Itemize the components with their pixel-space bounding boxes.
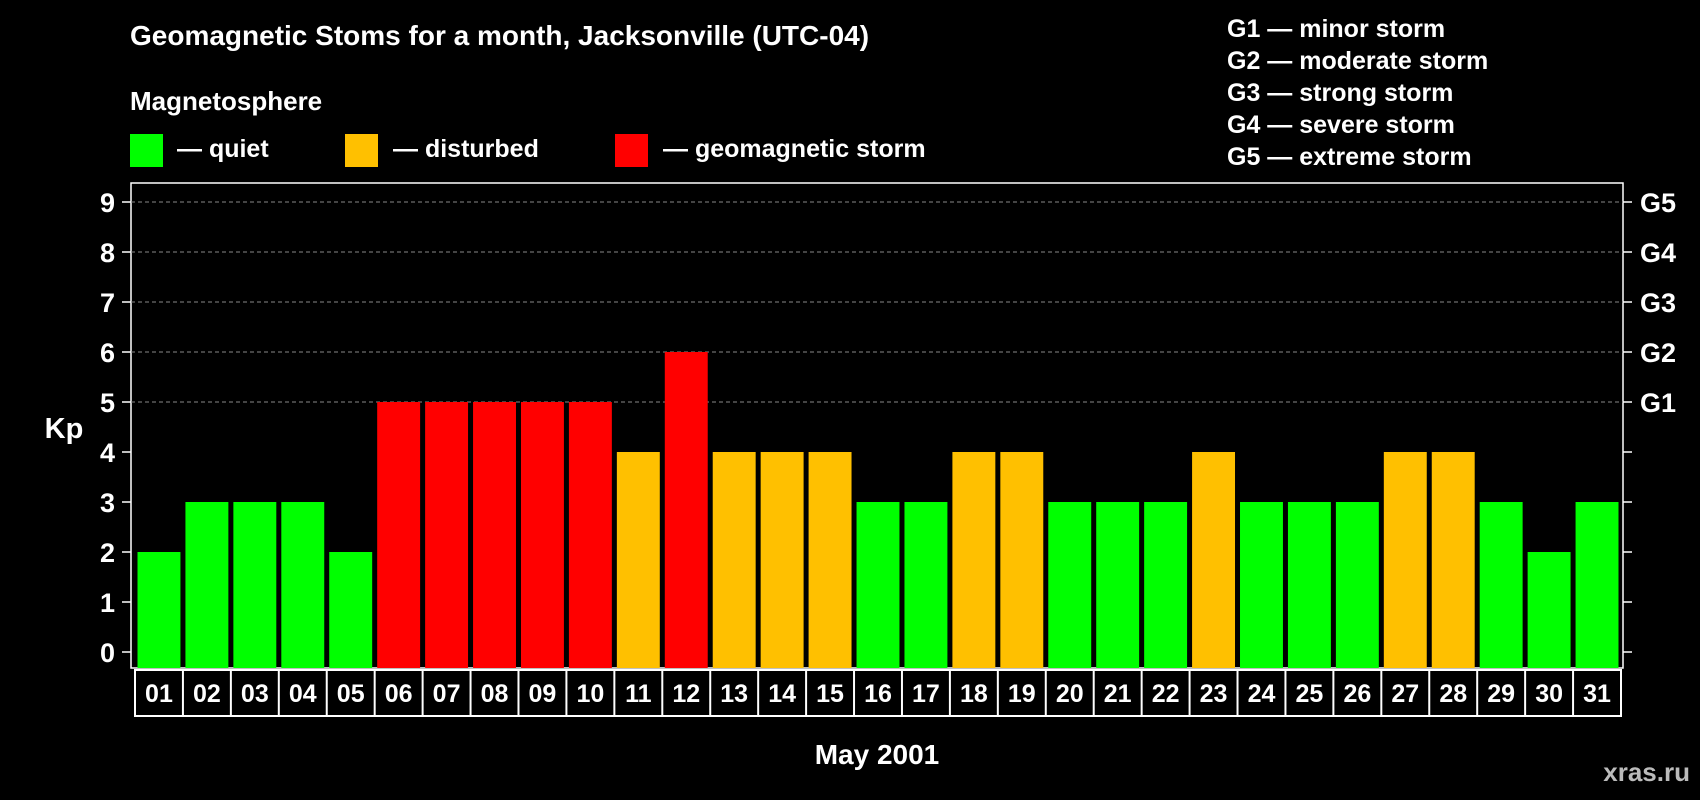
x-tick-label-10: 10 [576,680,604,708]
x-tick-label-02: 02 [193,680,221,708]
x-tick-label-25: 25 [1296,680,1324,708]
x-tick-label-18: 18 [960,680,988,708]
y-tick-label-7: 7 [100,288,115,318]
x-tick-label-13: 13 [720,680,748,708]
x-tick-label-15: 15 [816,680,844,708]
x-tick-label-29: 29 [1487,680,1515,708]
y-tick-label-4: 4 [100,438,115,468]
bar-06 [377,402,421,668]
x-tick-label-27: 27 [1391,680,1419,708]
bar-12 [664,352,708,668]
bar-15 [808,452,852,668]
bar-03 [233,502,277,668]
y-tick-label-5: 5 [100,388,115,418]
legend-label-storm: — geomagnetic storm [663,135,926,163]
right-axis-label-g4: G4 [1640,238,1676,268]
bar-01 [137,552,181,668]
bar-22 [1144,502,1188,668]
bar-08 [473,402,516,668]
x-tick-label-22: 22 [1152,680,1180,708]
bar-04 [281,502,325,668]
g-legend-g4: G4 — severe storm [1227,111,1455,139]
x-tick-label-03: 03 [241,680,269,708]
bar-14 [760,452,804,668]
x-tick-label-31: 31 [1583,680,1611,708]
x-tick-label-06: 06 [385,680,413,708]
legend-label-disturbed: — disturbed [393,135,539,163]
x-tick-label-20: 20 [1056,680,1084,708]
magnetosphere-title: Magnetosphere [130,86,323,116]
bar-02 [185,502,229,668]
legend-label-quiet: — quiet [177,135,269,163]
g-legend-g3: G3 — strong storm [1227,79,1454,107]
x-tick-label-07: 07 [433,680,461,708]
bar-16 [856,502,900,668]
chart-title: Geomagnetic Stoms for a month, Jacksonvi… [130,20,870,51]
bar-09 [520,402,564,668]
y-tick-label-0: 0 [100,638,115,668]
right-axis-label-g3: G3 [1640,288,1676,318]
x-tick-label-17: 17 [912,680,940,708]
x-tick-label-26: 26 [1343,680,1371,708]
g-legend-g1: G1 — minor storm [1227,15,1446,43]
x-axis-label: May 2001 [815,739,940,770]
x-tick-label-19: 19 [1008,680,1036,708]
x-tick-label-05: 05 [337,680,365,708]
x-tick-label-11: 11 [625,680,652,708]
y-tick-label-2: 2 [100,538,115,568]
x-tick-label-04: 04 [289,680,317,708]
y-axis-label: Kp [45,413,84,445]
bar-29 [1479,502,1523,668]
bar-21 [1096,502,1140,668]
x-tick-label-28: 28 [1439,680,1467,708]
bar-10 [568,402,612,668]
watermark: xras.ru [1603,757,1690,787]
bar-25 [1287,502,1331,668]
bar-30 [1527,552,1571,668]
bar-19 [1000,452,1044,668]
bar-18 [952,452,996,668]
right-axis-label-g2: G2 [1640,338,1676,368]
bar-11 [616,452,660,668]
bar-23 [1192,452,1236,668]
legend-swatch-disturbed [345,134,378,167]
x-category-row [134,669,1622,717]
bar-13 [712,452,756,668]
bar-28 [1431,452,1475,668]
g-legend-g5: G5 — extreme storm [1227,143,1472,171]
y-tick-label-8: 8 [100,238,115,268]
right-axis-label-g1: G1 [1640,388,1676,418]
y-tick-label-9: 9 [100,188,115,218]
x-tick-label-16: 16 [864,680,892,708]
bar-20 [1048,502,1092,668]
bar-27 [1383,452,1427,668]
legend-swatch-quiet [130,134,163,167]
x-tick-label-30: 30 [1535,680,1563,708]
x-tick-label-12: 12 [672,680,700,708]
right-axis-label-g5: G5 [1640,188,1676,218]
x-tick-label-09: 09 [529,680,557,708]
y-tick-label-3: 3 [100,488,115,518]
bar-31 [1575,502,1619,668]
x-tick-label-14: 14 [768,680,796,708]
bar-07 [425,402,469,668]
x-tick-label-01: 01 [145,680,173,708]
bar-26 [1335,502,1379,668]
x-tick-label-08: 08 [481,680,509,708]
g-legend-g2: G2 — moderate storm [1227,47,1489,75]
x-tick-label-24: 24 [1248,680,1276,708]
x-tick-label-23: 23 [1200,680,1228,708]
bar-05 [329,552,373,668]
bar-24 [1240,502,1283,668]
y-tick-label-1: 1 [100,588,115,618]
legend-swatch-storm [615,134,648,167]
y-tick-label-6: 6 [100,338,115,368]
bar-17 [904,502,948,668]
x-tick-label-21: 21 [1104,680,1132,708]
